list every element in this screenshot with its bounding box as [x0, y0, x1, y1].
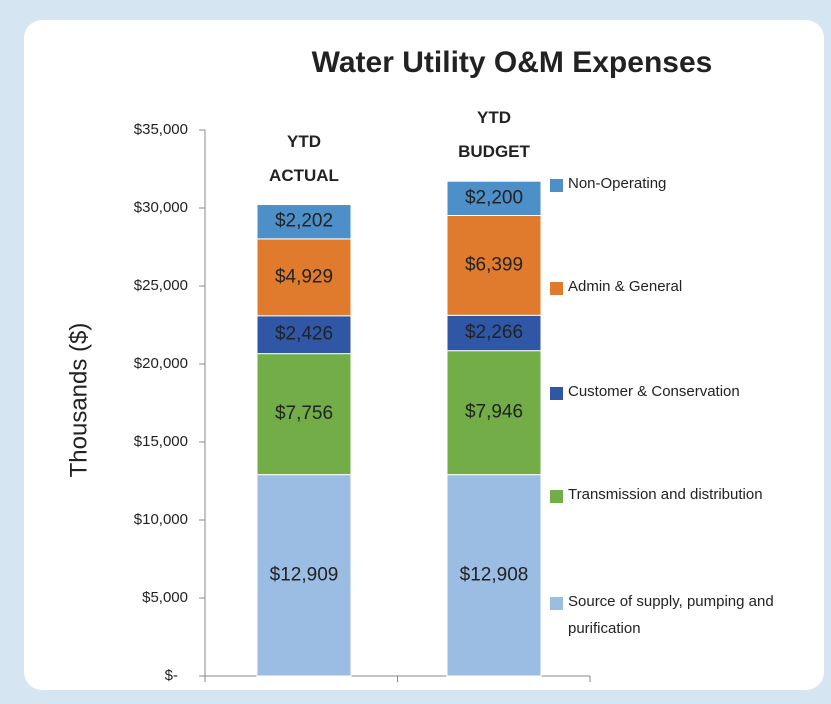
- bar-segment: [256, 238, 352, 317]
- data-label: $7,946: [465, 402, 523, 423]
- data-label: $4,929: [275, 266, 333, 287]
- category-label: YTD BUDGET: [458, 108, 530, 162]
- legend-label: Source of supply, pumping and purificati…: [568, 593, 774, 637]
- data-label: $12,908: [460, 564, 529, 585]
- bar-segment: [446, 180, 542, 217]
- bar-segment: [446, 474, 542, 677]
- chart-title: Water Utility O&M Expenses: [312, 46, 713, 79]
- legend-swatch: [550, 179, 563, 192]
- y-tick-label: $30,000: [134, 199, 188, 216]
- y-axis-label: Thousands ($): [65, 323, 92, 478]
- legend-item: Customer & Conservation: [550, 383, 778, 405]
- chart-card: [24, 20, 824, 690]
- y-tick-label: $5,000: [142, 589, 188, 606]
- data-label: $2,266: [465, 322, 523, 343]
- y-tick-label: $20,000: [134, 355, 188, 372]
- legend-item: Admin & General: [550, 278, 778, 300]
- legend-label: Transmission and distribution: [568, 486, 763, 503]
- y-tick-label: $35,000: [134, 121, 188, 138]
- legend-label: Customer & Conservation: [568, 383, 740, 400]
- legend-swatch: [550, 597, 563, 610]
- category-label: YTD ACTUAL: [269, 131, 339, 185]
- data-label: $2,200: [465, 187, 523, 208]
- bar-segment: [256, 474, 352, 677]
- data-label: $12,909: [270, 564, 339, 585]
- y-tick-label: $-: [165, 667, 178, 684]
- legend-label: Admin & General: [568, 278, 683, 295]
- bar-segment: [446, 314, 542, 352]
- legend-item: Source of supply, pumping and purificati…: [550, 593, 778, 642]
- bar-segment: [256, 204, 352, 240]
- y-tick-label: $10,000: [134, 511, 188, 528]
- legend-swatch: [550, 387, 563, 400]
- y-tick-label: $25,000: [134, 277, 188, 294]
- legend-label: Non-Operating: [568, 175, 667, 192]
- legend-item: Transmission and distribution: [550, 486, 778, 508]
- y-tick-label: $15,000: [134, 433, 188, 450]
- data-label: $6,399: [465, 254, 523, 275]
- data-label: $7,756: [275, 403, 333, 424]
- bar-segment: [446, 350, 542, 476]
- bar-segment: [256, 353, 352, 476]
- legend-swatch: [550, 282, 563, 295]
- legend-swatch: [550, 490, 563, 503]
- bar-segment: [256, 315, 352, 355]
- legend-item: Non-Operating: [550, 175, 778, 197]
- data-label: $2,202: [275, 211, 333, 232]
- data-label: $2,426: [275, 324, 333, 345]
- bar-segment: [446, 215, 542, 316]
